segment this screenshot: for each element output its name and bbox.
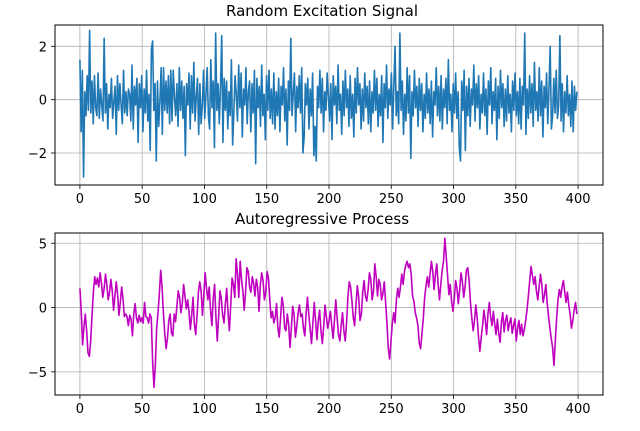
x-tick-label: 200 xyxy=(317,192,342,207)
y-tick-label: −2 xyxy=(28,147,47,162)
x-tick-label: 300 xyxy=(441,192,466,207)
chart-title-random-excitation: Random Excitation Signal xyxy=(226,2,418,20)
y-tick-label: 0 xyxy=(39,94,47,109)
chart-title-autoregressive: Autoregressive Process xyxy=(235,210,409,228)
x-tick-label: 250 xyxy=(379,192,404,207)
x-tick-label: 400 xyxy=(566,402,591,417)
x-tick-label: 100 xyxy=(192,192,217,207)
x-tick-label: 150 xyxy=(254,402,279,417)
x-tick-label: 400 xyxy=(566,192,591,207)
x-tick-label: 100 xyxy=(192,402,217,417)
series-line-autoregressive xyxy=(79,237,578,389)
y-axis-ticks-random-excitation: −2 0 2 xyxy=(28,40,55,162)
x-tick-label: 0 xyxy=(76,192,84,207)
x-axis-ticks-random-excitation: 0 50 100 150 200 250 300 350 400 xyxy=(76,185,591,207)
subplot-random-excitation: Random Excitation Signal 0 50 100 150 200 250… xyxy=(28,2,604,207)
x-tick-label: 350 xyxy=(503,192,528,207)
subplot-autoregressive: Autoregressive Process 0 50 100 150 200 250 30… xyxy=(28,210,604,417)
y-tick-label: 5 xyxy=(39,237,47,252)
x-tick-label: 150 xyxy=(254,192,279,207)
y-tick-label: 2 xyxy=(39,40,47,55)
grid-autoregressive xyxy=(55,233,603,395)
y-tick-label: −5 xyxy=(28,366,47,381)
x-tick-label: 300 xyxy=(441,402,466,417)
x-axis-ticks-autoregressive: 0 50 100 150 200 250 300 350 400 xyxy=(76,395,591,417)
x-tick-label: 0 xyxy=(76,402,84,417)
x-tick-label: 50 xyxy=(134,402,151,417)
x-tick-label: 200 xyxy=(317,402,342,417)
series-line-random-excitation xyxy=(79,29,578,178)
y-tick-label: 0 xyxy=(39,302,47,317)
x-tick-label: 350 xyxy=(503,402,528,417)
x-tick-label: 250 xyxy=(379,402,404,417)
x-tick-label: 50 xyxy=(134,192,151,207)
y-axis-ticks-autoregressive: −5 0 5 xyxy=(28,237,55,381)
